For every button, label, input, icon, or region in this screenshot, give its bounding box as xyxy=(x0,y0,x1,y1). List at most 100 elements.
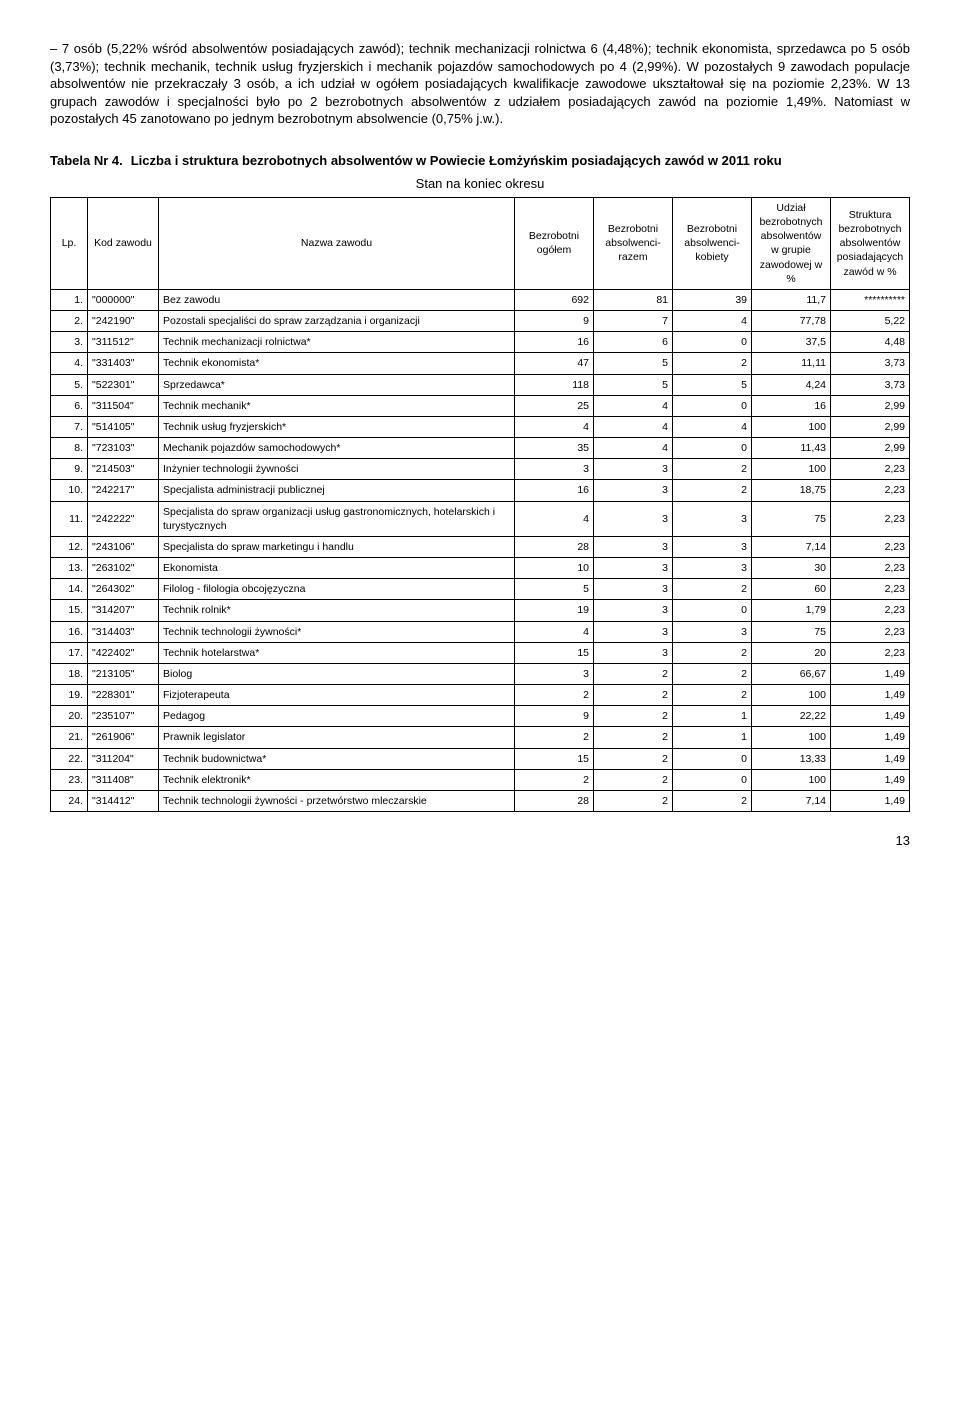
cell-ogolem: 16 xyxy=(515,332,594,353)
cell-ogolem: 15 xyxy=(515,642,594,663)
cell-ogolem: 28 xyxy=(515,536,594,557)
table-row: 5."522301"Sprzedawca*118554,243,73 xyxy=(51,374,910,395)
cell-ogolem: 2 xyxy=(515,685,594,706)
cell-kobiety: 2 xyxy=(673,790,752,811)
cell-struktura: 2,23 xyxy=(831,459,910,480)
cell-lp: 21. xyxy=(51,727,88,748)
cell-lp: 17. xyxy=(51,642,88,663)
cell-nazwa: Prawnik legislator xyxy=(159,727,515,748)
cell-kobiety: 4 xyxy=(673,416,752,437)
cell-razem: 2 xyxy=(594,663,673,684)
cell-udzial: 11,11 xyxy=(752,353,831,374)
cell-lp: 6. xyxy=(51,395,88,416)
cell-razem: 3 xyxy=(594,558,673,579)
table-row: 10."242217"Specjalista administracji pub… xyxy=(51,480,910,501)
table-title: Tabela Nr 4. Liczba i struktura bezrobot… xyxy=(50,152,910,170)
cell-nazwa: Filolog - filologia obcojęzyczna xyxy=(159,579,515,600)
cell-razem: 2 xyxy=(594,790,673,811)
cell-nazwa: Bez zawodu xyxy=(159,289,515,310)
cell-struktura: 1,49 xyxy=(831,790,910,811)
cell-kobiety: 5 xyxy=(673,374,752,395)
cell-udzial: 66,67 xyxy=(752,663,831,684)
cell-kobiety: 2 xyxy=(673,663,752,684)
th-ogolem: Bezrobotni ogółem xyxy=(515,197,594,289)
cell-kobiety: 39 xyxy=(673,289,752,310)
table-row: 9."214503"Inżynier technologii żywności3… xyxy=(51,459,910,480)
cell-kod: "311408" xyxy=(88,769,159,790)
cell-udzial: 22,22 xyxy=(752,706,831,727)
cell-ogolem: 4 xyxy=(515,621,594,642)
cell-udzial: 11,43 xyxy=(752,438,831,459)
cell-udzial: 77,78 xyxy=(752,311,831,332)
cell-lp: 20. xyxy=(51,706,88,727)
cell-razem: 4 xyxy=(594,395,673,416)
data-table: Lp. Kod zawodu Nazwa zawodu Bezrobotni o… xyxy=(50,197,910,812)
cell-struktura: 2,99 xyxy=(831,438,910,459)
cell-struktura: 2,23 xyxy=(831,579,910,600)
cell-kod: "213105" xyxy=(88,663,159,684)
cell-struktura: 1,49 xyxy=(831,727,910,748)
cell-razem: 7 xyxy=(594,311,673,332)
cell-lp: 4. xyxy=(51,353,88,374)
cell-kobiety: 1 xyxy=(673,706,752,727)
cell-ogolem: 4 xyxy=(515,416,594,437)
cell-razem: 4 xyxy=(594,438,673,459)
cell-ogolem: 16 xyxy=(515,480,594,501)
cell-ogolem: 5 xyxy=(515,579,594,600)
cell-kod: "261906" xyxy=(88,727,159,748)
cell-struktura: 3,73 xyxy=(831,353,910,374)
cell-kod: "422402" xyxy=(88,642,159,663)
cell-ogolem: 118 xyxy=(515,374,594,395)
th-kod: Kod zawodu xyxy=(88,197,159,289)
cell-kod: "314412" xyxy=(88,790,159,811)
cell-struktura: 2,23 xyxy=(831,600,910,621)
cell-lp: 5. xyxy=(51,374,88,395)
cell-kod: "214503" xyxy=(88,459,159,480)
table-row: 11."242222"Specjalista do spraw organiza… xyxy=(51,501,910,536)
cell-nazwa: Technik ekonomista* xyxy=(159,353,515,374)
cell-lp: 8. xyxy=(51,438,88,459)
cell-nazwa: Ekonomista xyxy=(159,558,515,579)
cell-razem: 2 xyxy=(594,727,673,748)
cell-struktura: 4,48 xyxy=(831,332,910,353)
cell-kod: "514105" xyxy=(88,416,159,437)
header-row: Lp. Kod zawodu Nazwa zawodu Bezrobotni o… xyxy=(51,197,910,289)
cell-kobiety: 0 xyxy=(673,748,752,769)
table-row: 12."243106"Specjalista do spraw marketin… xyxy=(51,536,910,557)
table-row: 21."261906"Prawnik legislator2211001,49 xyxy=(51,727,910,748)
cell-nazwa: Inżynier technologii żywności xyxy=(159,459,515,480)
table-row: 16."314403"Technik technologii żywności*… xyxy=(51,621,910,642)
cell-kobiety: 3 xyxy=(673,501,752,536)
cell-nazwa: Biolog xyxy=(159,663,515,684)
cell-lp: 10. xyxy=(51,480,88,501)
cell-lp: 22. xyxy=(51,748,88,769)
page-number: 13 xyxy=(50,832,910,850)
cell-lp: 12. xyxy=(51,536,88,557)
table-row: 22."311204"Technik budownictwa*152013,33… xyxy=(51,748,910,769)
table-row: 18."213105"Biolog32266,671,49 xyxy=(51,663,910,684)
cell-kobiety: 2 xyxy=(673,353,752,374)
cell-struktura: 2,23 xyxy=(831,501,910,536)
cell-lp: 23. xyxy=(51,769,88,790)
cell-udzial: 100 xyxy=(752,459,831,480)
cell-ogolem: 35 xyxy=(515,438,594,459)
cell-nazwa: Technik mechanik* xyxy=(159,395,515,416)
th-nazwa: Nazwa zawodu xyxy=(159,197,515,289)
cell-udzial: 11,7 xyxy=(752,289,831,310)
cell-razem: 3 xyxy=(594,501,673,536)
cell-struktura: 3,73 xyxy=(831,374,910,395)
cell-kobiety: 0 xyxy=(673,600,752,621)
cell-kobiety: 1 xyxy=(673,727,752,748)
table-title-text: Liczba i struktura bezrobotnych absolwen… xyxy=(131,152,910,170)
cell-struktura: ********** xyxy=(831,289,910,310)
table-row: 6."311504"Technik mechanik*2540162,99 xyxy=(51,395,910,416)
cell-kod: "331403" xyxy=(88,353,159,374)
cell-kod: "235107" xyxy=(88,706,159,727)
cell-kobiety: 3 xyxy=(673,621,752,642)
cell-lp: 9. xyxy=(51,459,88,480)
cell-udzial: 100 xyxy=(752,416,831,437)
cell-lp: 13. xyxy=(51,558,88,579)
cell-struktura: 1,49 xyxy=(831,663,910,684)
table-label: Tabela Nr 4. xyxy=(50,152,131,170)
cell-ogolem: 9 xyxy=(515,311,594,332)
